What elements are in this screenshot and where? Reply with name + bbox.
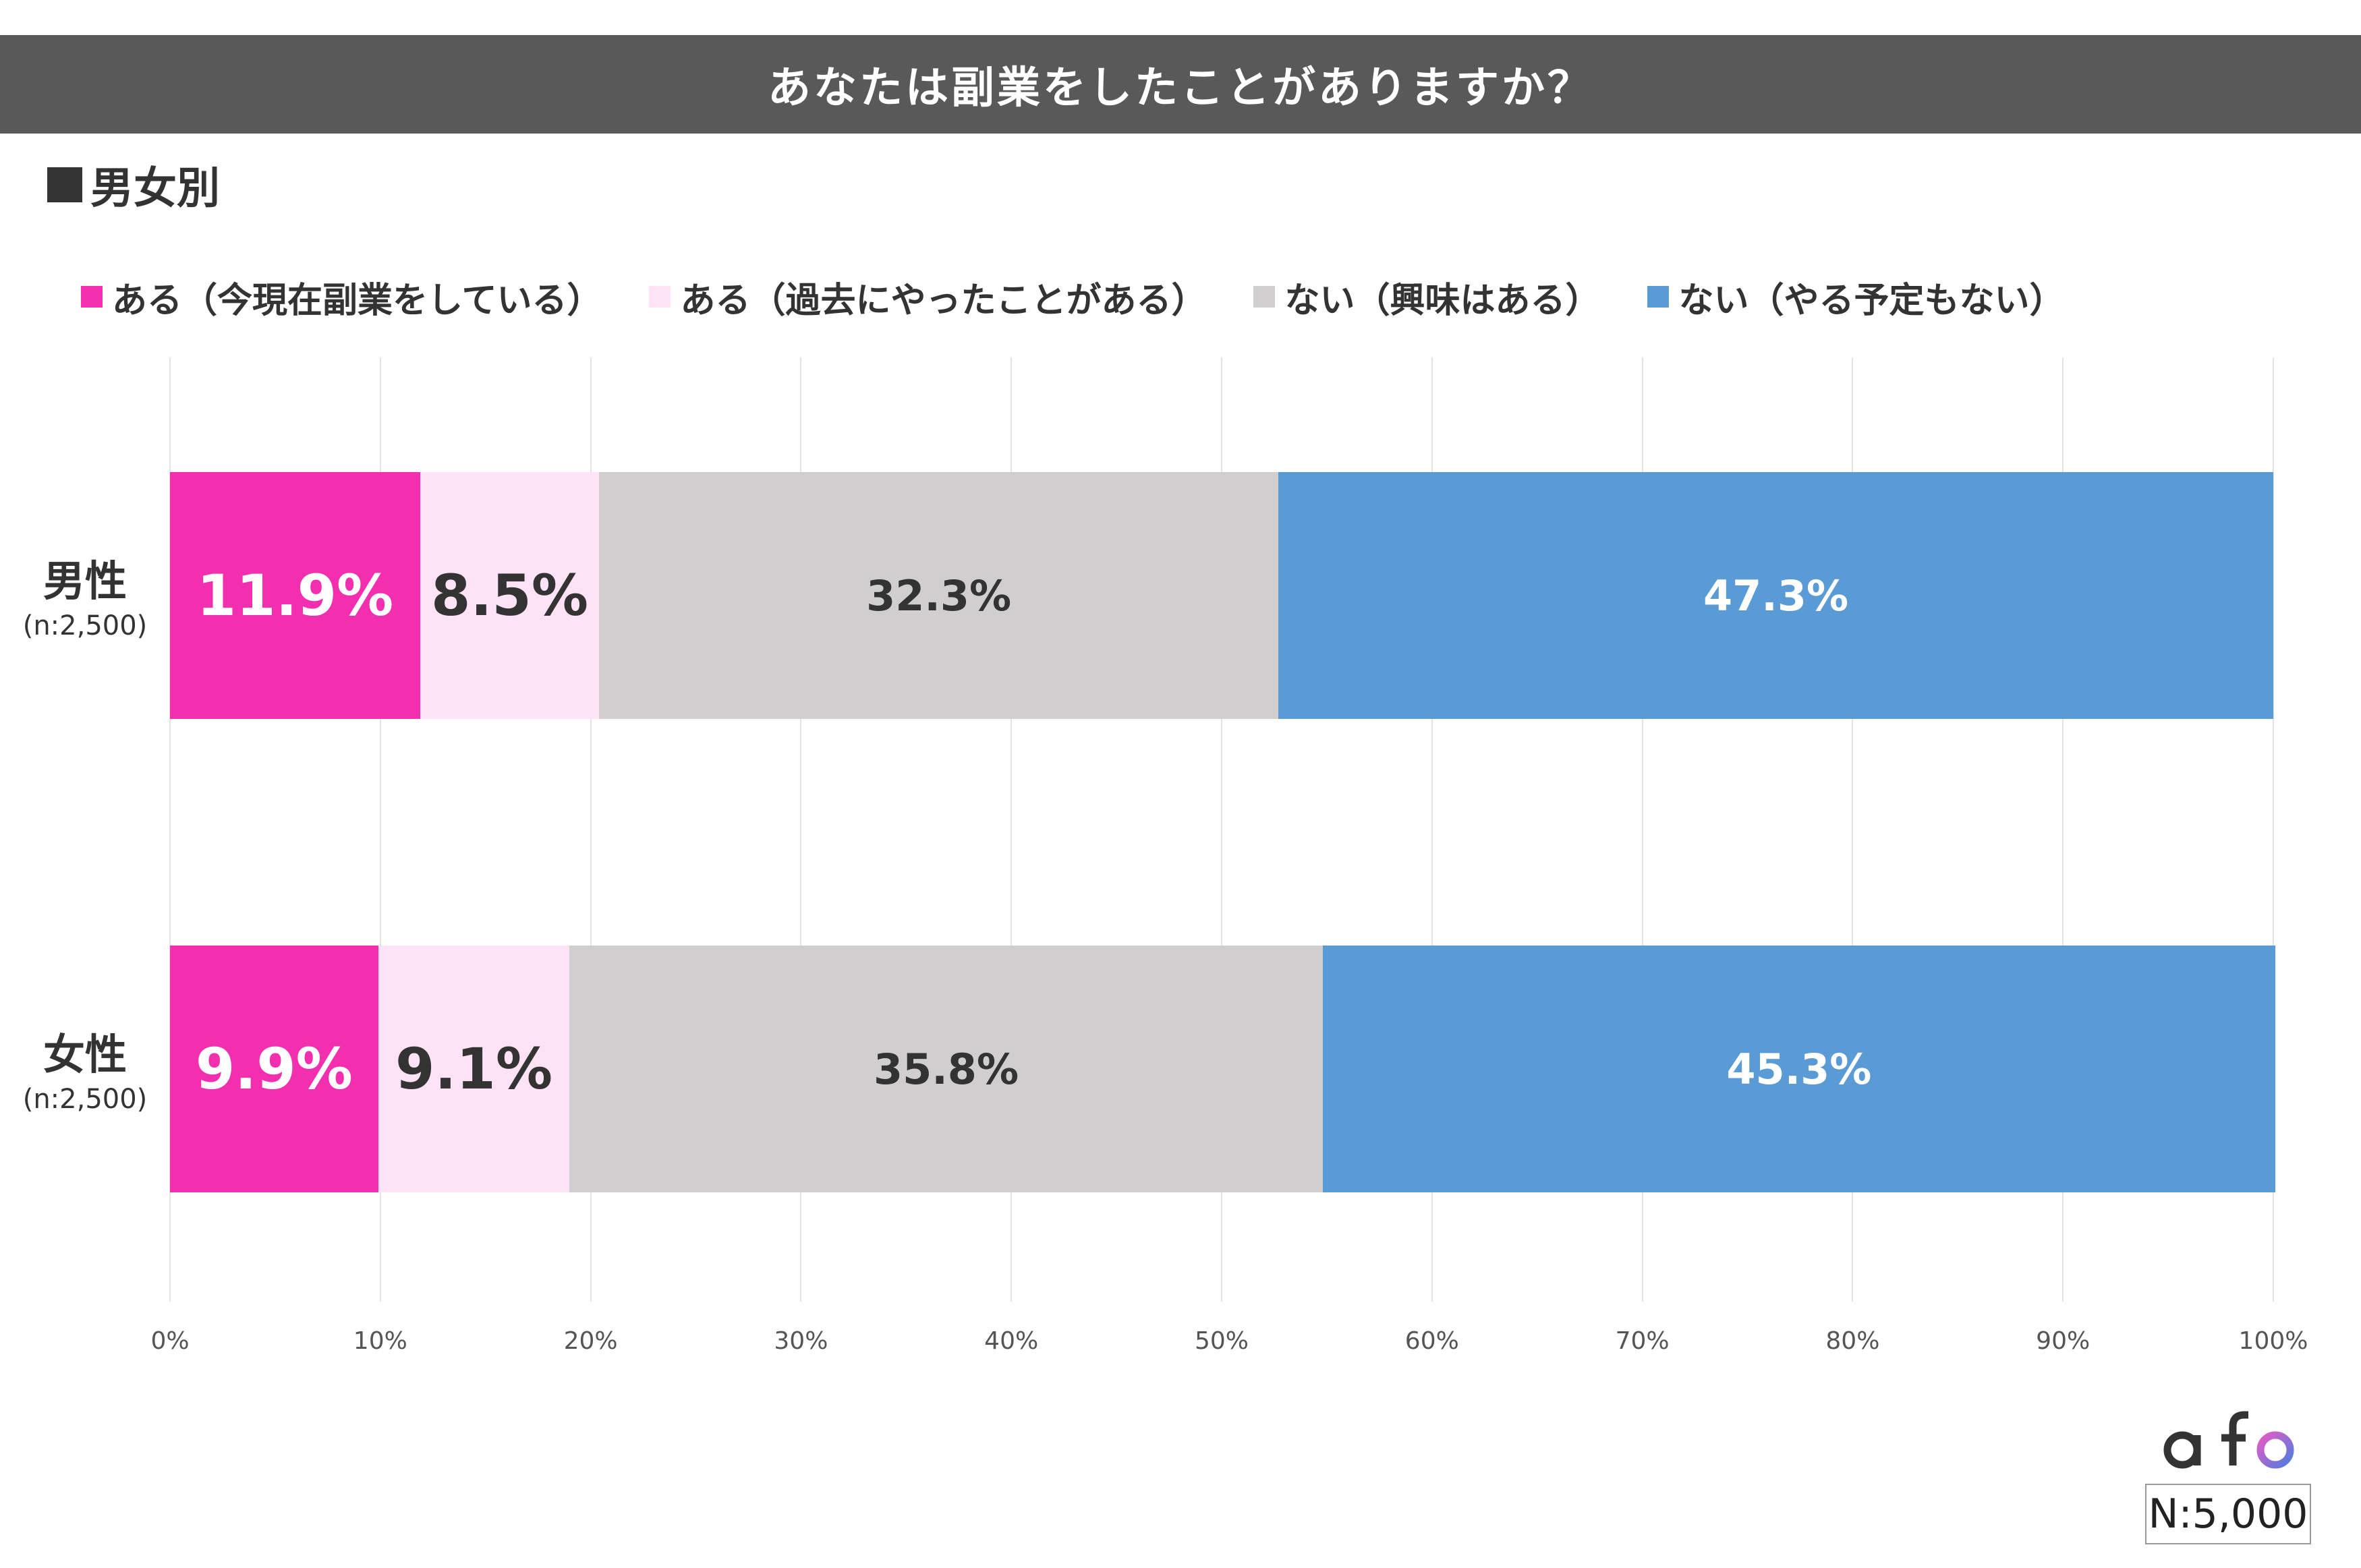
legend-swatch <box>649 286 671 308</box>
category-label: 男性 (n:2,500) <box>0 547 170 641</box>
section-label: 男女別 <box>47 154 220 216</box>
bar-row: 11.9% 8.5% 32.3% 47.3% <box>170 472 2273 719</box>
bar-segment: 11.9% <box>170 472 421 719</box>
gridline <box>590 357 592 1302</box>
legend-item: ある（今現在副業をしている） <box>81 272 602 322</box>
gridline <box>2273 357 2274 1302</box>
x-tick-label: 50% <box>1194 1327 1249 1355</box>
legend-swatch <box>1253 286 1276 308</box>
gridline <box>2062 357 2064 1302</box>
gridline <box>169 357 171 1302</box>
x-tick-label: 10% <box>353 1327 407 1355</box>
legend-label: ある（過去にやったことがある） <box>680 280 1207 321</box>
data-label: 9.9% <box>195 1036 353 1102</box>
data-label: 9.1% <box>395 1036 553 1102</box>
square-bullet-icon <box>47 167 82 202</box>
category-name: 男性 <box>42 556 127 606</box>
category-label: 女性 (n:2,500) <box>0 1020 170 1115</box>
gridline <box>1431 357 1433 1302</box>
title-bar: あなたは副業をしたことがありますか？ <box>0 35 2361 134</box>
x-tick-label: 100% <box>2238 1327 2308 1355</box>
category-sample-size: (n:2,500) <box>22 1084 148 1115</box>
data-label: 35.8% <box>873 1044 1019 1094</box>
x-tick-label: 30% <box>774 1327 828 1355</box>
legend-label: ない（やる予定もない） <box>1678 280 2065 321</box>
x-tick-label: 60% <box>1404 1327 1459 1355</box>
bar-row: 9.9% 9.1% 35.8% 45.3% <box>170 946 2276 1192</box>
legend-item: ない（興味はある） <box>1253 272 1600 322</box>
bar-segment: 8.5% <box>420 472 600 719</box>
legend-label: ある（今現在副業をしている） <box>112 280 602 321</box>
x-tick-label: 0% <box>150 1327 190 1355</box>
bar-segment: 32.3% <box>599 472 1279 719</box>
chart-title: あなたは副業をしたことがありますか？ <box>768 63 1593 113</box>
gridline <box>1641 357 1643 1302</box>
legend-swatch <box>81 286 103 308</box>
bar-segment: 9.1% <box>378 946 570 1192</box>
data-label: 32.3% <box>866 571 1012 620</box>
x-tick-label: 70% <box>1615 1327 1670 1355</box>
data-label: 8.5% <box>431 562 589 629</box>
legend: ある（今現在副業をしている） ある（過去にやったことがある） ない（興味はある） ない… <box>81 270 2065 324</box>
bar-segment: 9.9% <box>170 946 378 1192</box>
x-tick-label: 90% <box>2036 1327 2090 1355</box>
data-label: 11.9% <box>196 562 394 629</box>
legend-swatch <box>1647 286 1670 308</box>
plot-area: 11.9% 8.5% 32.3% 47.3% 9.9% 9.1% 35.8% 45.3% <box>169 357 2276 1302</box>
gridline <box>1852 357 1854 1302</box>
afb-logo <box>2163 1410 2294 1469</box>
bar-segment: 47.3% <box>1278 472 2273 719</box>
x-tick-label: 40% <box>984 1327 1039 1355</box>
gridline <box>800 357 802 1302</box>
x-tick-label: 80% <box>1825 1327 1880 1355</box>
legend-item: ある（過去にやったことがある） <box>649 272 1206 322</box>
bar-segment: 45.3% <box>1322 946 2276 1192</box>
sample-size-box: N:5,000 <box>2145 1484 2311 1544</box>
legend-item: ない（やる予定もない） <box>1647 272 2065 322</box>
data-label: 47.3% <box>1703 571 1849 620</box>
x-tick-label: 20% <box>563 1327 618 1355</box>
data-label: 45.3% <box>1726 1044 1872 1094</box>
gridline <box>379 357 381 1302</box>
section-label-text: 男女別 <box>90 164 220 214</box>
gridline <box>1221 357 1222 1302</box>
bar-segment: 35.8% <box>569 946 1323 1192</box>
legend-label: ない（興味はある） <box>1284 280 1601 321</box>
category-name: 女性 <box>42 1030 127 1079</box>
category-sample-size: (n:2,500) <box>22 610 148 641</box>
gridline <box>1011 357 1013 1302</box>
